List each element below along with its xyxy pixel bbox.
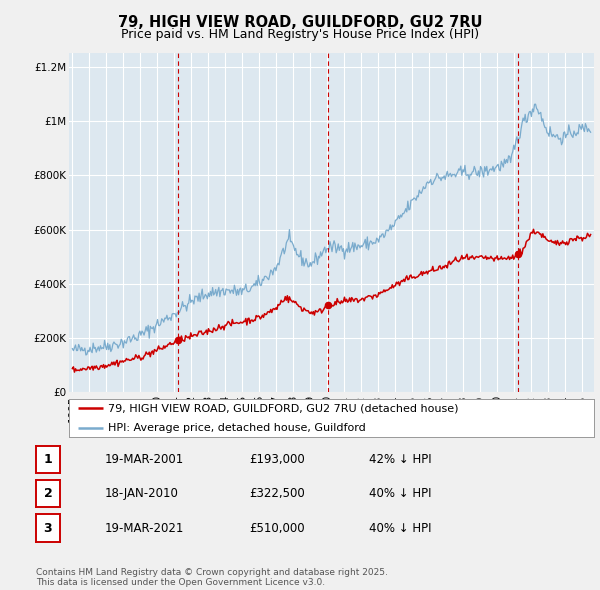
Text: 3: 3 — [44, 522, 52, 535]
Text: 42% ↓ HPI: 42% ↓ HPI — [369, 453, 431, 466]
Text: Price paid vs. HM Land Registry's House Price Index (HPI): Price paid vs. HM Land Registry's House … — [121, 28, 479, 41]
Text: £193,000: £193,000 — [249, 453, 305, 466]
Text: £322,500: £322,500 — [249, 487, 305, 500]
Text: 19-MAR-2001: 19-MAR-2001 — [105, 453, 184, 466]
Text: 18-JAN-2010: 18-JAN-2010 — [105, 487, 179, 500]
Text: 79, HIGH VIEW ROAD, GUILDFORD, GU2 7RU (detached house): 79, HIGH VIEW ROAD, GUILDFORD, GU2 7RU (… — [109, 404, 459, 414]
Text: 40% ↓ HPI: 40% ↓ HPI — [369, 487, 431, 500]
Text: HPI: Average price, detached house, Guildford: HPI: Average price, detached house, Guil… — [109, 422, 366, 432]
Text: 40% ↓ HPI: 40% ↓ HPI — [369, 522, 431, 535]
Text: 2: 2 — [44, 487, 52, 500]
Text: 1: 1 — [44, 453, 52, 466]
Text: 19-MAR-2021: 19-MAR-2021 — [105, 522, 184, 535]
Text: 79, HIGH VIEW ROAD, GUILDFORD, GU2 7RU: 79, HIGH VIEW ROAD, GUILDFORD, GU2 7RU — [118, 15, 482, 30]
Text: Contains HM Land Registry data © Crown copyright and database right 2025.
This d: Contains HM Land Registry data © Crown c… — [36, 568, 388, 587]
Text: £510,000: £510,000 — [249, 522, 305, 535]
